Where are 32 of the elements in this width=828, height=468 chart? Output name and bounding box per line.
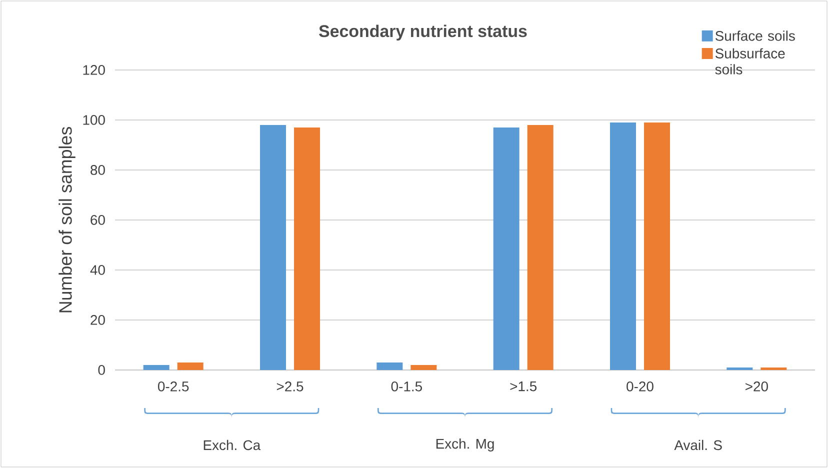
y-tick-label: 80	[90, 165, 105, 175]
legend-label: Subsurface soils	[715, 48, 785, 74]
bar	[760, 367, 787, 370]
text: Avail. S	[674, 440, 722, 450]
bar	[410, 364, 437, 370]
bar	[260, 124, 286, 370]
x-tick-label: 0-2.5	[158, 381, 189, 392]
bar	[294, 127, 320, 370]
y-tick-label: 0	[98, 365, 105, 375]
x-tick-label: >1.5	[510, 382, 537, 392]
x-tick-label: 0-1.5	[391, 381, 422, 392]
legend-label: Surface soils	[715, 30, 795, 41]
y-tick-label: 40	[90, 265, 105, 275]
x-tick-label: 0-20	[626, 381, 654, 392]
bar	[376, 362, 403, 370]
y-axis-title: Number of soil samples	[58, 126, 76, 312]
y-tick-label: 20	[90, 315, 105, 325]
chart-title: Secondary nutrient status	[319, 24, 527, 40]
text: Exch. Mg	[436, 438, 494, 452]
bar	[493, 127, 520, 370]
bar	[726, 367, 753, 370]
bar	[644, 122, 670, 370]
bar	[527, 124, 554, 370]
y-tick-label: 60	[90, 215, 105, 225]
bar	[177, 362, 204, 370]
y-tick-label: 100	[83, 115, 105, 125]
y-tick-label: 120	[83, 65, 105, 75]
x-tick-label: >2.5	[276, 381, 304, 392]
x-tick-label: >20	[746, 381, 768, 392]
bar	[143, 364, 170, 370]
text: Exch. Ca	[204, 440, 261, 450]
bar	[610, 122, 636, 370]
